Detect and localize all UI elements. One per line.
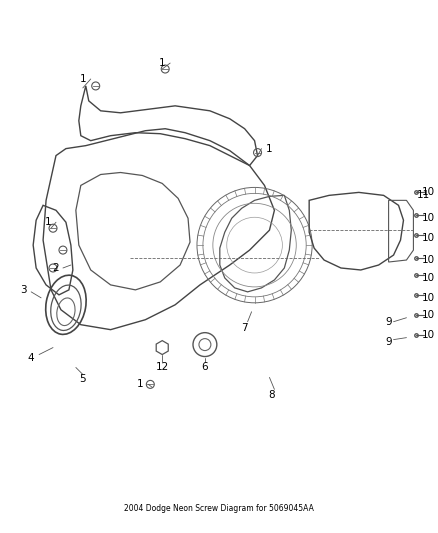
Text: 7: 7 (241, 322, 248, 333)
Text: 12: 12 (155, 362, 169, 373)
Text: 1: 1 (266, 143, 273, 154)
Text: 6: 6 (201, 362, 208, 373)
Text: 8: 8 (268, 390, 275, 400)
Text: 10: 10 (422, 188, 435, 197)
Text: 1: 1 (137, 379, 144, 390)
Text: 1: 1 (79, 74, 86, 84)
Text: 2: 2 (53, 263, 59, 273)
Text: 1: 1 (159, 58, 166, 68)
Text: 9: 9 (385, 317, 392, 327)
Text: 3: 3 (20, 285, 27, 295)
Text: 10: 10 (422, 293, 435, 303)
Text: 5: 5 (79, 374, 86, 384)
Text: 4: 4 (28, 352, 35, 362)
Text: 2004 Dodge Neon Screw Diagram for 5069045AA: 2004 Dodge Neon Screw Diagram for 506904… (124, 504, 314, 513)
Text: 10: 10 (422, 310, 435, 320)
Text: 9: 9 (385, 337, 392, 346)
Text: 10: 10 (422, 329, 435, 340)
Text: 1: 1 (45, 217, 51, 227)
Text: 10: 10 (422, 273, 435, 283)
Text: 10: 10 (422, 213, 435, 223)
Text: 10: 10 (422, 255, 435, 265)
Text: 11: 11 (417, 190, 430, 200)
Text: 10: 10 (422, 233, 435, 243)
